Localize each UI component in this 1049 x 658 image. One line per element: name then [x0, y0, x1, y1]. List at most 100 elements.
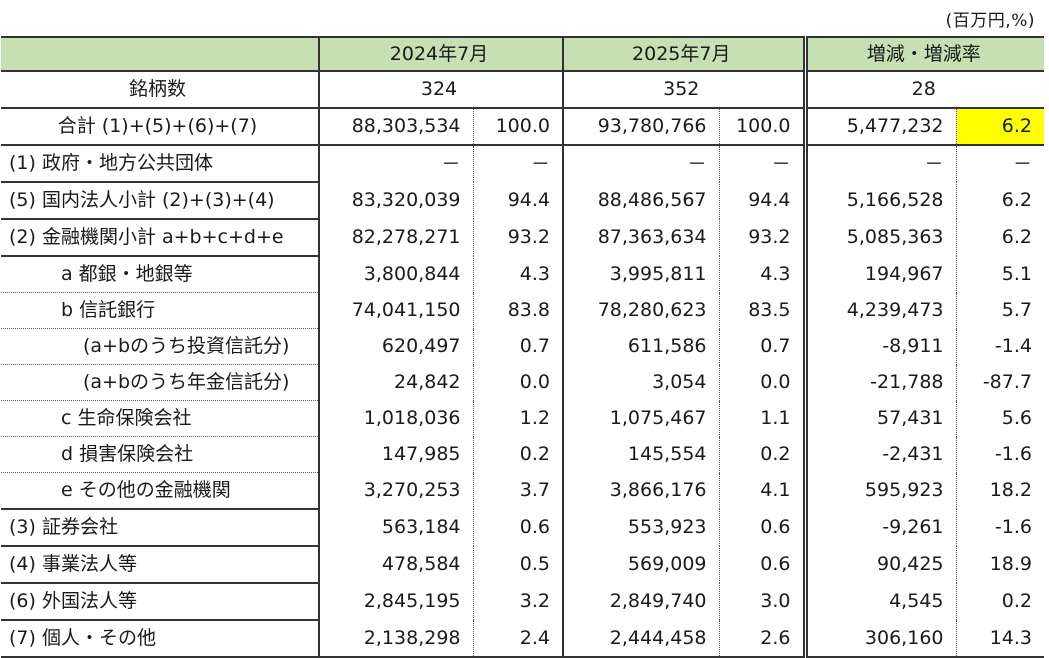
table-row: (6) 外国法人等 2,845,195 3.2 2,849,740 3.0 4,…: [1, 583, 1044, 621]
row-v2025: 569,009: [562, 546, 719, 583]
total-change: 5,477,232: [802, 108, 956, 146]
table-row: (4) 事業法人等 478,584 0.5 569,009 0.6 90,425…: [1, 546, 1044, 584]
row-change: 5,166,528: [802, 182, 956, 219]
row-v2025: 145,554: [562, 436, 719, 473]
table-row: a 都銀・地銀等 3,800,844 4.3 3,995,811 4.3 194…: [1, 256, 1044, 293]
row-v2024: －: [318, 145, 473, 182]
row-change: 4,545: [802, 583, 956, 620]
row-label: b 信託銀行: [1, 292, 319, 329]
row-rate: 6.2: [955, 219, 1044, 256]
row-v2024: 3,800,844: [318, 256, 473, 293]
row-v2024: 1,018,036: [318, 400, 473, 437]
row-label: (a+bのうち年金信託分): [1, 364, 319, 401]
row-label: (2) 金融機関小計 a+b+c+d+e: [1, 219, 319, 257]
row-p2025: 0.6: [718, 546, 805, 583]
row-v2025: 553,923: [562, 509, 719, 546]
row-v2025: 78,280,623: [562, 292, 719, 329]
row-v2025: 1,075,467: [562, 400, 719, 437]
unit-note: (百万円,%): [945, 11, 1035, 31]
total-v2025: 93,780,766: [562, 108, 719, 146]
row-v2025: 3,054: [562, 364, 719, 401]
total-row: 合計 (1)+(5)+(6)+(7) 88,303,534 100.0 93,7…: [1, 108, 1044, 146]
shareholding-table: 2024年7月 2025年7月 増減・増減率 銘柄数 324 352 28 合計…: [1, 36, 1044, 658]
row-v2024: 74,041,150: [318, 292, 473, 329]
total-p2024: 100.0: [472, 108, 563, 146]
row-p2025: －: [718, 145, 805, 182]
row-v2025: 3,995,811: [562, 256, 719, 293]
table-row: (1) 政府・地方公共団体 － － － － － －: [1, 145, 1044, 183]
issues-label: 銘柄数: [1, 71, 319, 109]
row-label: c 生命保険会社: [1, 400, 319, 437]
row-rate: 0.2: [955, 583, 1044, 620]
row-rate: 6.2: [955, 182, 1044, 219]
total-rate-highlighted: 6.2: [955, 108, 1044, 146]
row-v2024: 478,584: [318, 546, 473, 583]
row-change: 57,431: [802, 400, 956, 437]
row-label: (7) 個人・その他: [1, 620, 319, 658]
row-v2024: 3,270,253: [318, 472, 473, 509]
row-change: 5,085,363: [802, 219, 956, 256]
row-p2024: 1.2: [472, 400, 563, 437]
table-row: (a+bのうち投資信託分) 620,497 0.7 611,586 0.7 -8…: [1, 328, 1044, 365]
table-row: (a+bのうち年金信託分) 24,842 0.0 3,054 0.0 -21,7…: [1, 364, 1044, 401]
row-v2025: 2,849,740: [562, 583, 719, 620]
row-v2024: 24,842: [318, 364, 473, 401]
row-rate: -1.6: [955, 436, 1044, 473]
row-rate: 18.9: [955, 546, 1044, 583]
row-p2025: 4.3: [718, 256, 805, 293]
row-p2024: 0.7: [472, 328, 563, 365]
row-v2025: 2,444,458: [562, 620, 719, 658]
row-change: 306,160: [802, 620, 956, 658]
row-p2025: 0.0: [718, 364, 805, 401]
row-change: 194,967: [802, 256, 956, 293]
header-change: 増減・増減率: [802, 36, 1044, 72]
row-p2024: 3.7: [472, 472, 563, 509]
row-label: (3) 証券会社: [1, 509, 319, 547]
row-p2025: 0.6: [718, 509, 805, 546]
table-row: b 信託銀行 74,041,150 83.8 78,280,623 83.5 4…: [1, 292, 1044, 329]
header-label-cell: [1, 36, 319, 72]
table-row: (3) 証券会社 563,184 0.6 553,923 0.6 -9,261 …: [1, 509, 1044, 547]
row-label: (4) 事業法人等: [1, 546, 319, 584]
row-v2024: 2,138,298: [318, 620, 473, 658]
issues-change: 28: [802, 71, 1044, 109]
total-v2024: 88,303,534: [318, 108, 473, 146]
row-v2024: 620,497: [318, 328, 473, 365]
row-rate: -1.4: [955, 328, 1044, 365]
header-2024: 2024年7月: [318, 36, 563, 72]
header-2025: 2025年7月: [562, 36, 805, 72]
row-change: 4,239,473: [802, 292, 956, 329]
row-v2024: 147,985: [318, 436, 473, 473]
row-label: e その他の金融機関: [1, 472, 319, 510]
header-row: 2024年7月 2025年7月 増減・増減率: [1, 36, 1044, 72]
row-v2025: 88,486,567: [562, 182, 719, 219]
row-change: 90,425: [802, 546, 956, 583]
row-p2025: 83.5: [718, 292, 805, 329]
row-p2024: －: [472, 145, 563, 182]
row-label: (1) 政府・地方公共団体: [1, 145, 319, 183]
row-change: -21,788: [802, 364, 956, 401]
row-v2025: －: [562, 145, 719, 182]
row-p2024: 83.8: [472, 292, 563, 329]
issues-2024: 324: [318, 71, 563, 109]
row-v2024: 2,845,195: [318, 583, 473, 620]
row-v2025: 611,586: [562, 328, 719, 365]
row-rate: 5.1: [955, 256, 1044, 293]
row-p2025: 0.2: [718, 436, 805, 473]
row-p2024: 0.0: [472, 364, 563, 401]
row-rate: -1.6: [955, 509, 1044, 546]
row-p2025: 3.0: [718, 583, 805, 620]
row-p2024: 0.5: [472, 546, 563, 583]
row-label: (5) 国内法人小計 (2)+(3)+(4): [1, 182, 319, 220]
row-label: (6) 外国法人等: [1, 583, 319, 621]
row-rate: 18.2: [955, 472, 1044, 509]
row-rate: 14.3: [955, 620, 1044, 658]
row-change: -9,261: [802, 509, 956, 546]
row-rate: -87.7: [955, 364, 1044, 401]
row-p2024: 94.4: [472, 182, 563, 219]
row-label: d 損害保険会社: [1, 436, 319, 473]
row-rate: －: [955, 145, 1044, 182]
row-v2024: 82,278,271: [318, 219, 473, 256]
row-p2024: 0.6: [472, 509, 563, 546]
row-rate: 5.7: [955, 292, 1044, 329]
